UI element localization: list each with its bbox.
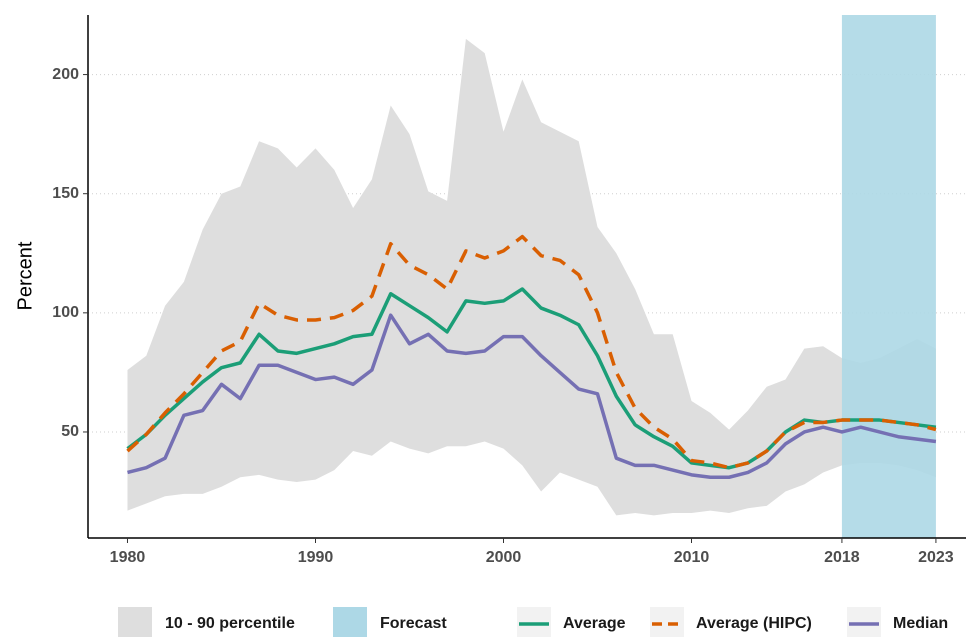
- line-series: [126, 234, 937, 470]
- x-tick-label: 1990: [298, 549, 334, 566]
- x-tick-label: 1980: [110, 549, 146, 566]
- legend-key-bg: [517, 607, 551, 637]
- x-tick-label: 2023: [918, 549, 954, 566]
- x-tick-label: 2010: [674, 549, 710, 566]
- y-axis-label: Percent: [14, 241, 36, 310]
- line-series: [126, 287, 937, 470]
- legend-label: Forecast: [380, 615, 447, 632]
- x-tick-label: 2000: [486, 549, 522, 566]
- legend-label: Median: [893, 615, 948, 632]
- legend-key: [333, 607, 367, 637]
- y-tick-label: 50: [61, 423, 79, 440]
- y-tick-label: 150: [52, 185, 79, 202]
- legend-key: [118, 607, 152, 637]
- line-series: [127, 313, 937, 479]
- x-tick-label: 2018: [824, 549, 860, 566]
- legend-key-bg: [847, 607, 881, 637]
- percentile-band: [127, 38, 936, 516]
- legend-key-bg: [650, 607, 684, 637]
- legend-label: Average (HIPC): [696, 615, 812, 632]
- y-tick-label: 200: [52, 66, 79, 83]
- y-tick-label: 100: [52, 304, 79, 321]
- legend-label: 10 - 90 percentile: [165, 615, 295, 632]
- legend-label: Average: [563, 615, 626, 632]
- forecast-area: [841, 15, 936, 538]
